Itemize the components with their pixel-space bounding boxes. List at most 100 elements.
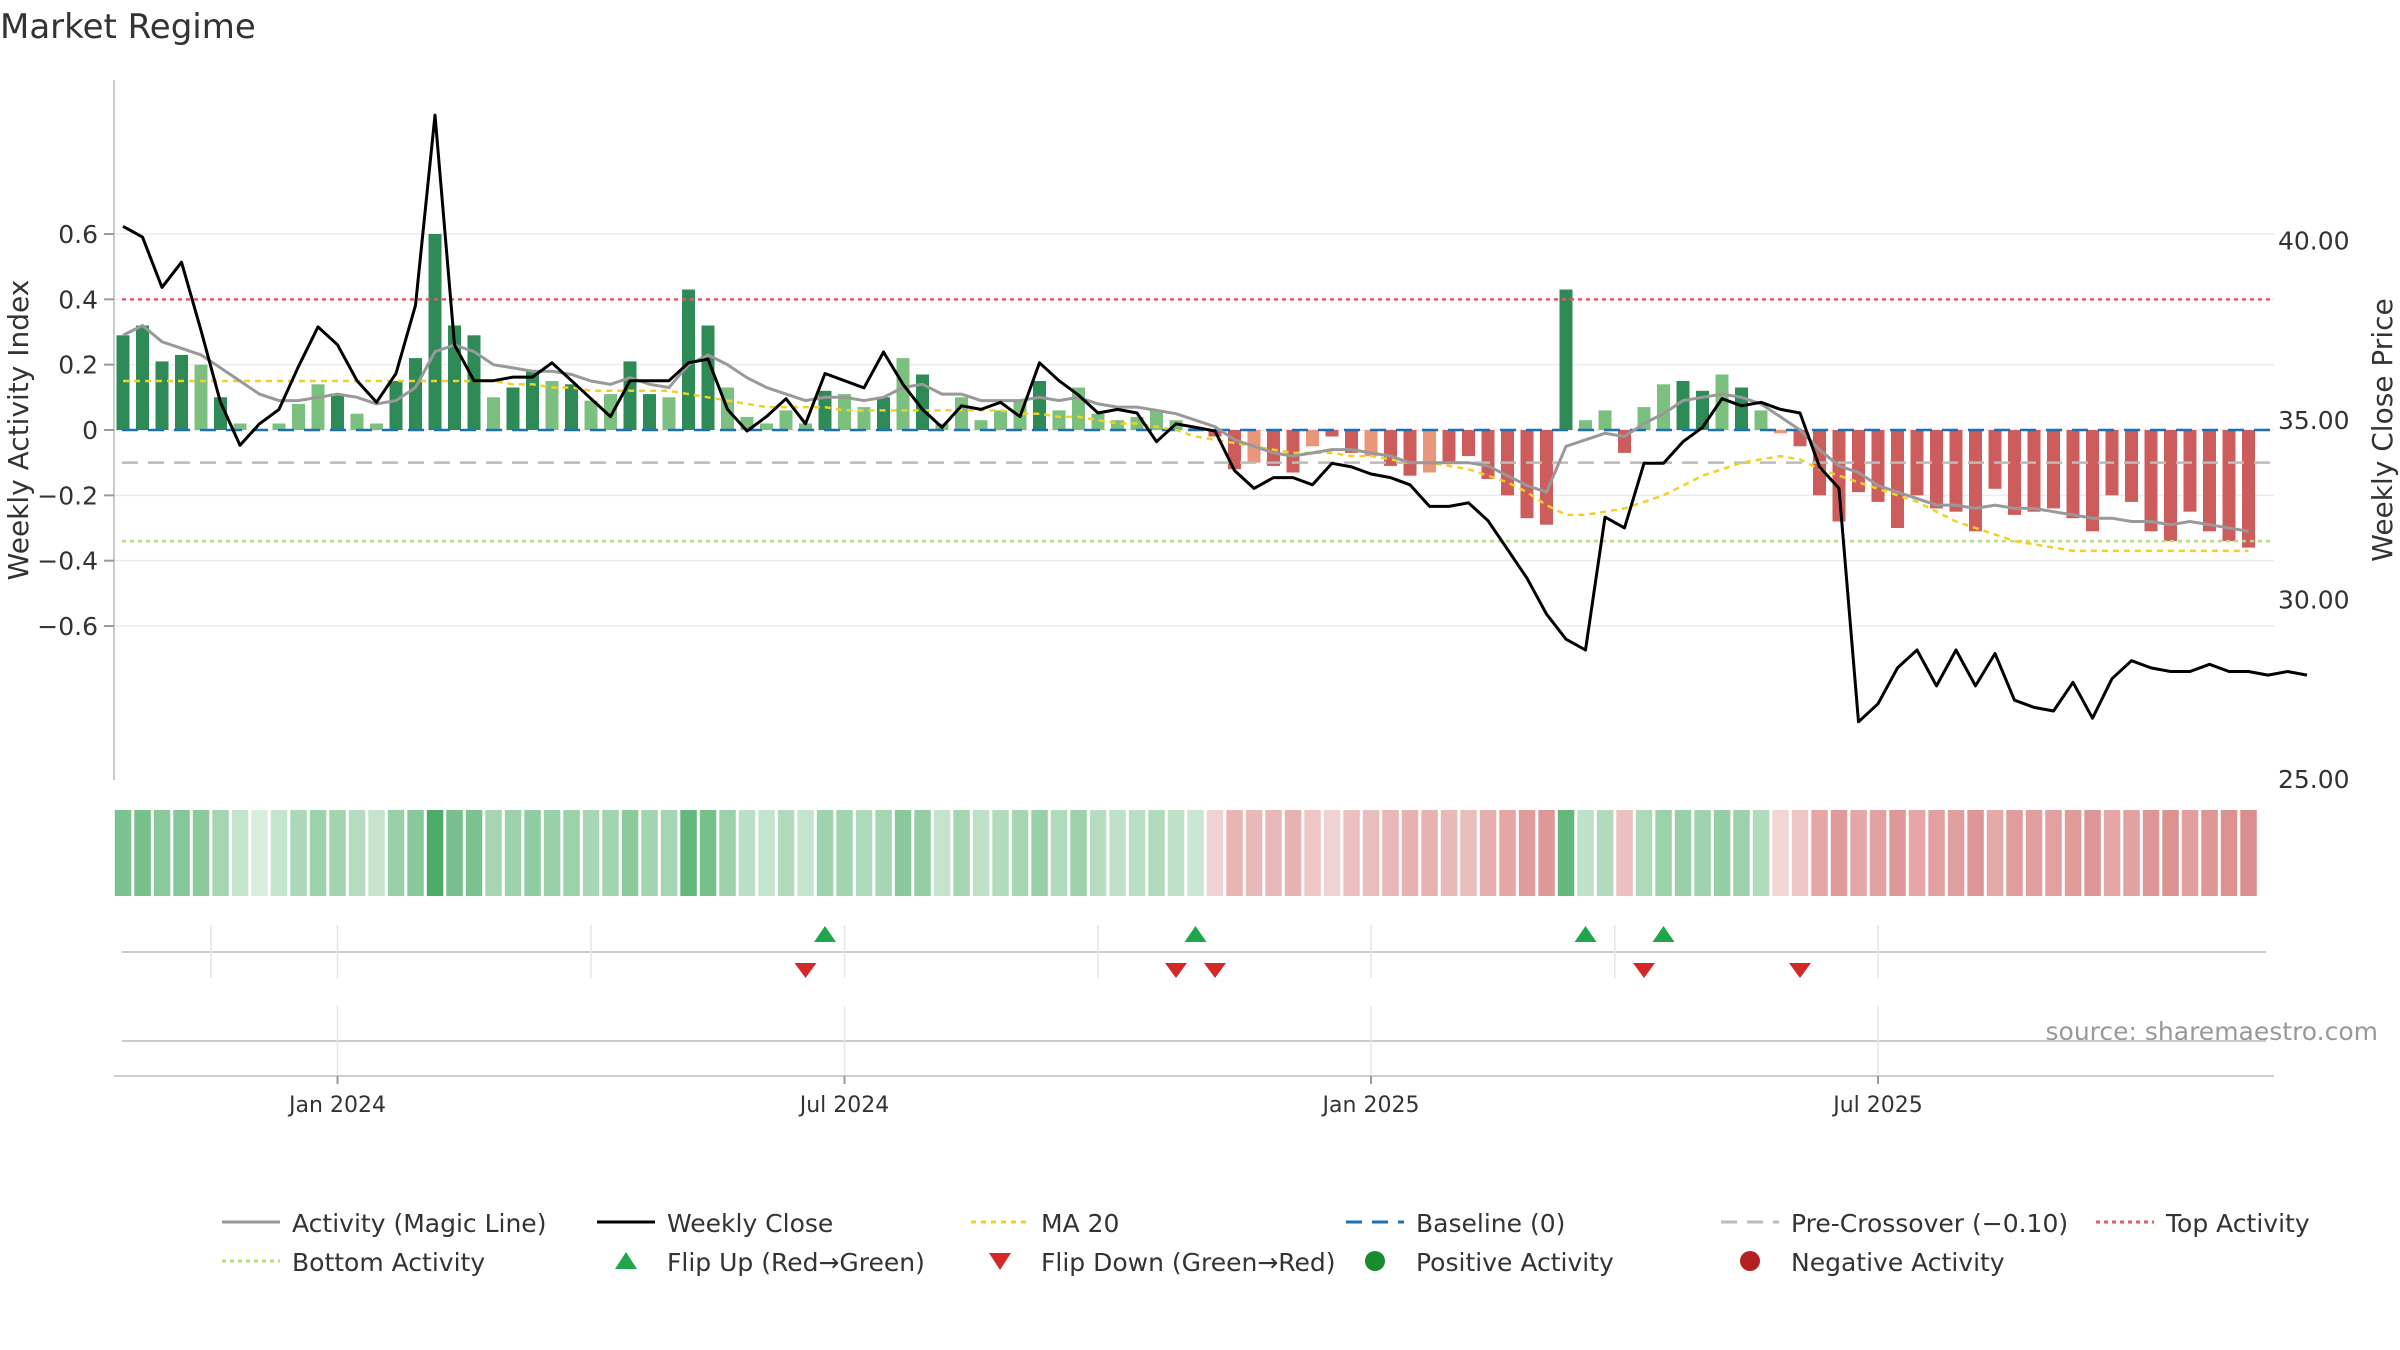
activity-bar — [2144, 430, 2158, 532]
heat-cell — [1128, 810, 1146, 896]
heat-cell — [797, 810, 814, 896]
heat-cell — [582, 810, 600, 896]
heat-cell — [1616, 810, 1633, 896]
activity-bar — [1774, 430, 1787, 434]
y-right-tick-label: 25.00 — [2278, 765, 2350, 794]
y-left-tick-label: 0.2 — [58, 351, 98, 380]
axes: 0.6 0.4 0.2 0 −0.2 −0.4 −0.6 40.00 35.00 30.00 25.… — [37, 80, 2350, 1118]
y-left-tick-label: −0.2 — [37, 481, 98, 510]
heat-cell — [660, 810, 678, 896]
activity-bar — [1345, 430, 1358, 453]
y-right-tick-label: 40.00 — [2278, 227, 2350, 256]
heat-cell — [1109, 810, 1126, 896]
heat-cell — [1187, 810, 1204, 896]
activity-bar — [565, 384, 578, 430]
legend-item: Bottom Activity — [222, 1248, 485, 1277]
activity-bar — [1579, 420, 1592, 430]
series-lines — [122, 113, 2308, 724]
heat-cell — [251, 810, 268, 896]
heat-cell — [699, 810, 717, 896]
heat-cell — [1304, 810, 1321, 896]
activity-bar — [838, 394, 851, 430]
activity-heat-strip — [114, 810, 2257, 896]
legend: Activity (Magic Line) Weekly Close MA 20 Ba… — [222, 1209, 2310, 1277]
legend-item: Baseline (0) — [1346, 1209, 1565, 1238]
heat-cell — [1206, 810, 1224, 896]
activity-bar — [1306, 430, 1319, 447]
heat-cell — [387, 810, 405, 896]
heat-cell — [2045, 810, 2062, 896]
heat-cell — [1460, 810, 1477, 896]
legend-item: Flip Up (Red→Green) — [615, 1248, 925, 1277]
heat-cell — [348, 810, 366, 896]
activity-bar — [1754, 410, 1768, 430]
y-left-tick-label: 0.4 — [58, 285, 98, 314]
heat-cell — [309, 810, 327, 896]
activity-bar — [1540, 430, 1553, 525]
heat-cell — [1752, 810, 1770, 896]
heat-cell — [1947, 810, 1965, 896]
heat-cell — [2084, 810, 2101, 896]
heat-cell — [1089, 810, 1107, 896]
activity-bar — [2203, 430, 2216, 532]
activity-bar — [350, 413, 364, 430]
heat-cell — [972, 810, 990, 896]
flip-up-marker — [814, 926, 836, 942]
heat-cell — [192, 810, 210, 896]
activity-bar — [662, 397, 676, 430]
ma20-line — [123, 379, 2249, 553]
legend-item: Positive Activity — [1365, 1248, 1614, 1277]
activity-bar — [428, 234, 442, 430]
heat-cell — [738, 810, 756, 896]
heat-cell — [992, 810, 1009, 896]
heat-cell — [1967, 810, 1984, 896]
heat-cell — [641, 810, 658, 896]
magic-line — [122, 323, 2249, 533]
heat-cell — [1811, 810, 1828, 896]
activity-bar — [1657, 384, 1670, 430]
legend-swatch-triangle-up — [615, 1252, 637, 1269]
activity-bar — [487, 397, 500, 430]
y-right-tick-label: 30.00 — [2278, 586, 2350, 615]
legend-item: Activity (Magic Line) — [222, 1209, 546, 1238]
heat-cell — [2162, 810, 2179, 896]
heat-cell — [777, 810, 795, 896]
heat-cell — [1772, 810, 1789, 896]
heat-cell — [2220, 810, 2238, 896]
activity-bar — [955, 397, 968, 430]
activity-bar — [2008, 430, 2021, 515]
activity-bar — [2164, 430, 2177, 542]
activity-bar — [2183, 430, 2197, 512]
heat-cell — [426, 810, 444, 896]
x-tick-label: Jan 2025 — [1321, 1093, 1420, 1118]
heat-cell — [1538, 810, 1555, 896]
heat-cell — [1362, 810, 1380, 896]
legend-item: Pre-Crossover (−0.10) — [1721, 1209, 2068, 1238]
legend-item: Flip Down (Green→Red) — [989, 1248, 1336, 1277]
legend-label: Positive Activity — [1416, 1248, 1614, 1277]
activity-bar — [1676, 381, 1690, 430]
activity-bar — [799, 423, 812, 430]
heat-cell — [1850, 810, 1867, 896]
activity-bar — [1150, 410, 1163, 430]
activity-bar — [506, 387, 520, 430]
activity-bar — [175, 354, 188, 430]
activity-bar — [526, 371, 539, 430]
heat-cell — [1596, 810, 1614, 896]
activity-bar — [2222, 430, 2236, 542]
heat-cell — [1557, 810, 1575, 896]
activity-bar — [682, 289, 695, 430]
heat-cell — [1499, 810, 1516, 896]
heat-cell — [2201, 810, 2218, 896]
flip-down-marker — [1633, 963, 1655, 978]
x-tick-label: Jan 2024 — [287, 1093, 386, 1118]
heat-cell — [1733, 810, 1750, 896]
activity-bar — [2027, 430, 2041, 512]
y-axis-left-label: Weekly Activity Index — [2, 280, 35, 581]
heat-cell — [2142, 810, 2160, 896]
heat-cell — [1889, 810, 1906, 896]
y-left-tick-label: −0.4 — [37, 547, 98, 576]
heat-cell — [407, 810, 424, 896]
activity-bar — [2047, 430, 2060, 509]
